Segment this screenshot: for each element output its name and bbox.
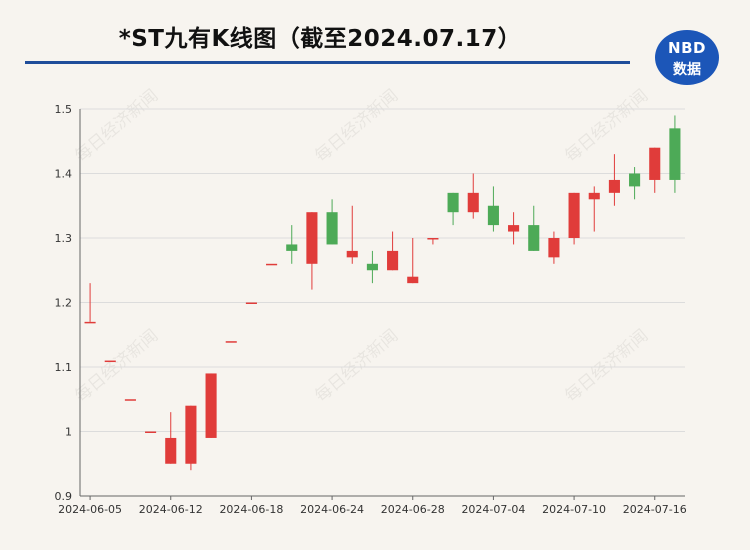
candle <box>346 205 358 264</box>
candle <box>528 205 540 251</box>
watermark-text: 每日经济新闻 <box>311 86 402 167</box>
y-tick-label: 0.9 <box>55 490 73 503</box>
x-tick-label: 2024-06-12 <box>139 503 203 516</box>
x-tick-label: 2024-07-04 <box>461 503 525 516</box>
candle <box>145 431 157 433</box>
candle-body <box>266 263 278 266</box>
candle <box>467 173 479 219</box>
candle <box>588 186 600 232</box>
candle-body <box>487 205 499 226</box>
candle-body <box>346 250 358 258</box>
candle <box>205 373 217 438</box>
candle <box>84 283 96 324</box>
candle-body <box>84 321 96 324</box>
x-tick-label: 2024-07-10 <box>542 503 606 516</box>
candle-body <box>145 431 157 433</box>
x-tick-label: 2024-06-24 <box>300 503 364 516</box>
candle <box>508 212 520 245</box>
x-tick-label: 2024-06-05 <box>58 503 122 516</box>
candle <box>548 231 560 264</box>
candle <box>185 405 197 471</box>
nbd-brand-badge: NBD 数据 <box>655 30 719 85</box>
y-tick-label: 1.1 <box>55 361 73 374</box>
y-tick-label: 1.5 <box>55 103 73 116</box>
candle <box>245 302 257 304</box>
candles <box>84 115 681 471</box>
watermark-text: 每日经济新闻 <box>561 86 652 167</box>
candle-body <box>629 173 641 187</box>
candle-body <box>205 373 217 438</box>
y-tick-label: 1.2 <box>55 297 73 310</box>
candle <box>366 250 378 284</box>
candle-body <box>124 399 136 401</box>
candle <box>104 360 116 363</box>
candle <box>629 167 641 200</box>
y-tick-label: 1 <box>65 426 72 439</box>
x-tick-label: 2024-06-28 <box>381 503 445 516</box>
x-axis: 2024-06-05 2024-06-12 2024-06-18 2024-06-24… <box>58 495 687 516</box>
candle-body <box>245 302 257 304</box>
candle-body <box>326 212 338 245</box>
candle <box>669 115 681 193</box>
candle-body <box>467 192 479 213</box>
candle <box>407 238 419 284</box>
page-title: *ST九有K线图（截至2024.07.17） <box>118 26 522 52</box>
watermark-text: 每日经济新闻 <box>311 326 402 407</box>
candle-body <box>447 192 459 213</box>
y-tick-label: 1.4 <box>55 168 73 181</box>
candle-body <box>608 179 620 193</box>
candle-body <box>366 263 378 271</box>
watermark-text: 每日经济新闻 <box>71 326 162 407</box>
y-tick-label: 1.3 <box>55 232 73 245</box>
candle <box>649 147 661 193</box>
candle <box>306 212 318 290</box>
candle <box>568 192 580 245</box>
x-tick-label: 2024-07-16 <box>623 503 687 516</box>
brand-line-2: 数据 <box>673 62 701 78</box>
candle-body <box>568 192 580 238</box>
candle <box>326 199 338 245</box>
candle-body <box>387 250 399 271</box>
watermark-text: 每日经济新闻 <box>71 86 162 167</box>
candle <box>165 412 177 464</box>
candle <box>124 399 136 401</box>
brand-line-1: NBD <box>668 39 706 57</box>
candle-body <box>649 147 661 180</box>
candle <box>387 231 399 271</box>
candle-body <box>588 192 600 200</box>
y-axis: 0.9 1 1.1 1.2 1.3 1.4 1.5 <box>55 103 81 503</box>
candle-body <box>548 238 560 258</box>
candle-body <box>669 128 681 180</box>
candle-body <box>528 225 540 251</box>
candle <box>608 154 620 206</box>
candle-body <box>407 276 419 284</box>
candle-body <box>165 437 177 464</box>
candle-body <box>306 212 318 264</box>
candle <box>487 186 499 232</box>
candle <box>225 341 237 343</box>
candle-body <box>427 238 439 240</box>
title-underline <box>25 61 630 64</box>
candle-body <box>286 244 298 251</box>
x-tick-label: 2024-06-18 <box>219 503 283 516</box>
candle <box>266 263 278 266</box>
candle-body <box>185 405 197 464</box>
candle <box>427 238 439 245</box>
candle-body <box>104 360 116 363</box>
watermark-text: 每日经济新闻 <box>561 326 652 407</box>
candle-body <box>225 341 237 343</box>
candle <box>286 225 298 264</box>
candle-body <box>508 225 520 232</box>
candle <box>447 192 459 226</box>
